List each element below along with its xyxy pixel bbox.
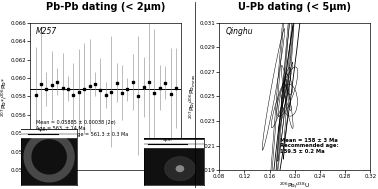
Circle shape xyxy=(165,157,195,180)
Text: Mean = 158 ± 3 Ma
Recommended age:
159.5 ± 0.2 Ma: Mean = 158 ± 3 Ma Recommended age: 159.5… xyxy=(280,138,338,154)
Circle shape xyxy=(176,166,184,172)
Text: 5μm: 5μm xyxy=(37,128,47,132)
Y-axis label: $^{207}$Pb/$^{206}$Pb$_{meas}$: $^{207}$Pb/$^{206}$Pb$_{meas}$ xyxy=(188,74,198,119)
Text: Qinghu: Qinghu xyxy=(225,27,253,36)
Text: U-Pb dating (< 5μm): U-Pb dating (< 5μm) xyxy=(239,2,351,12)
Text: Mean = 0.05885 ± 0.00038 (2σ)
Age = 563  ± 14 Ma
Recommended age = 561.3 ± 0.3 M: Mean = 0.05885 ± 0.00038 (2σ) Age = 563 … xyxy=(36,120,129,137)
X-axis label: $^{206}$Pb/$^{238}$U: $^{206}$Pb/$^{238}$U xyxy=(279,181,310,189)
Text: M257: M257 xyxy=(36,27,57,36)
Polygon shape xyxy=(24,132,74,182)
Y-axis label: $^{207}$Pb*/$^{206}$Pb*: $^{207}$Pb*/$^{206}$Pb* xyxy=(0,76,9,117)
Text: 2μm: 2μm xyxy=(163,138,173,142)
Polygon shape xyxy=(32,140,66,174)
Text: Pb-Pb dating (< 2μm): Pb-Pb dating (< 2μm) xyxy=(46,2,166,12)
